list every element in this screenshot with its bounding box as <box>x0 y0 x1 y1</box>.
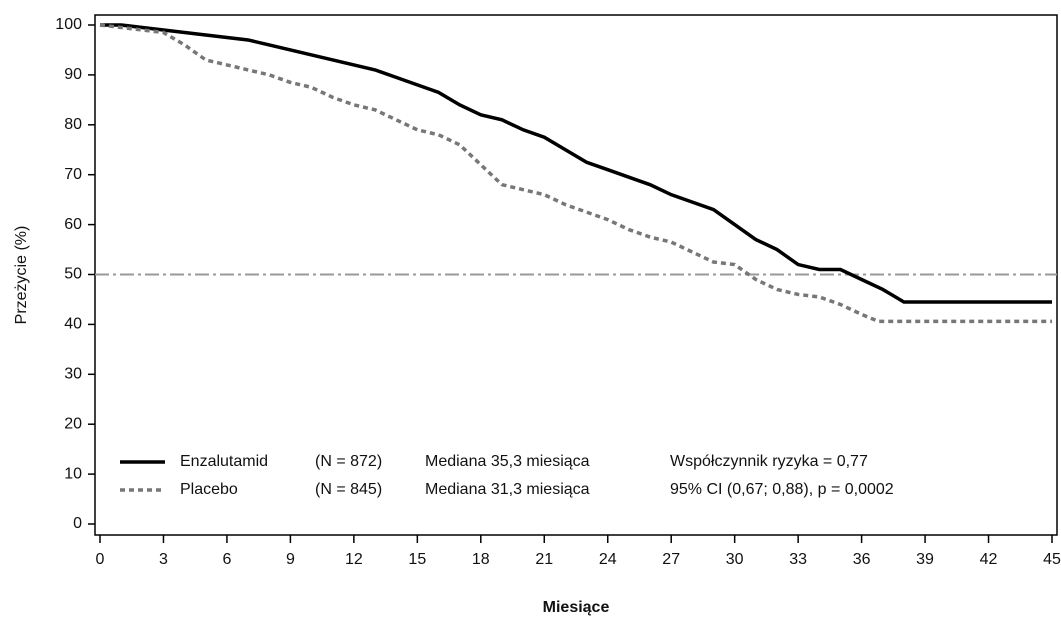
legend-label: Enzalutamid <box>180 453 268 470</box>
x-tick-label: 18 <box>472 551 490 568</box>
annotation: (N = 872) <box>315 453 382 470</box>
x-tick-label: 3 <box>159 551 168 568</box>
y-tick-label: 40 <box>64 316 82 333</box>
x-tick-label: 39 <box>916 551 934 568</box>
x-tick-label: 30 <box>726 551 744 568</box>
y-tick-label: 90 <box>64 66 82 83</box>
x-tick-label: 12 <box>345 551 363 568</box>
annotation: Współczynnik ryzyka = 0,77 <box>670 453 868 470</box>
y-axis-label: Przeżycie (%) <box>13 226 30 325</box>
y-tick-label: 100 <box>55 16 82 33</box>
x-tick-label: 6 <box>222 551 231 568</box>
annotation: 95% CI (0,67; 0,88), p = 0,0002 <box>670 481 894 498</box>
y-tick-label: 20 <box>64 415 82 432</box>
y-tick-label: 0 <box>73 515 82 532</box>
survival-curve <box>99 23 1052 324</box>
y-tick-label: 30 <box>64 366 82 383</box>
x-tick-label: 42 <box>980 551 998 568</box>
y-tick-label: 70 <box>64 166 82 183</box>
x-axis-label: Miesiące <box>543 599 610 616</box>
y-tick-label: 80 <box>64 116 82 133</box>
legend-label: Placebo <box>180 481 238 498</box>
x-tick-label: 45 <box>1043 551 1061 568</box>
x-tick-label: 0 <box>96 551 105 568</box>
annotation: Mediana 35,3 miesiąca <box>425 453 590 470</box>
y-tick-label: 60 <box>64 216 82 233</box>
x-tick-label: 27 <box>662 551 680 568</box>
x-tick-label: 21 <box>535 551 553 568</box>
y-tick-label: 10 <box>64 465 82 482</box>
x-tick-label: 15 <box>408 551 426 568</box>
x-tick-label: 33 <box>789 551 807 568</box>
x-tick-label: 36 <box>853 551 871 568</box>
survival-curve <box>100 23 1052 304</box>
x-tick-label: 24 <box>599 551 617 568</box>
x-tick-label: 9 <box>286 551 295 568</box>
y-tick-label: 50 <box>64 266 82 283</box>
annotation: (N = 845) <box>315 481 382 498</box>
annotation: Mediana 31,3 miesiąca <box>425 481 590 498</box>
